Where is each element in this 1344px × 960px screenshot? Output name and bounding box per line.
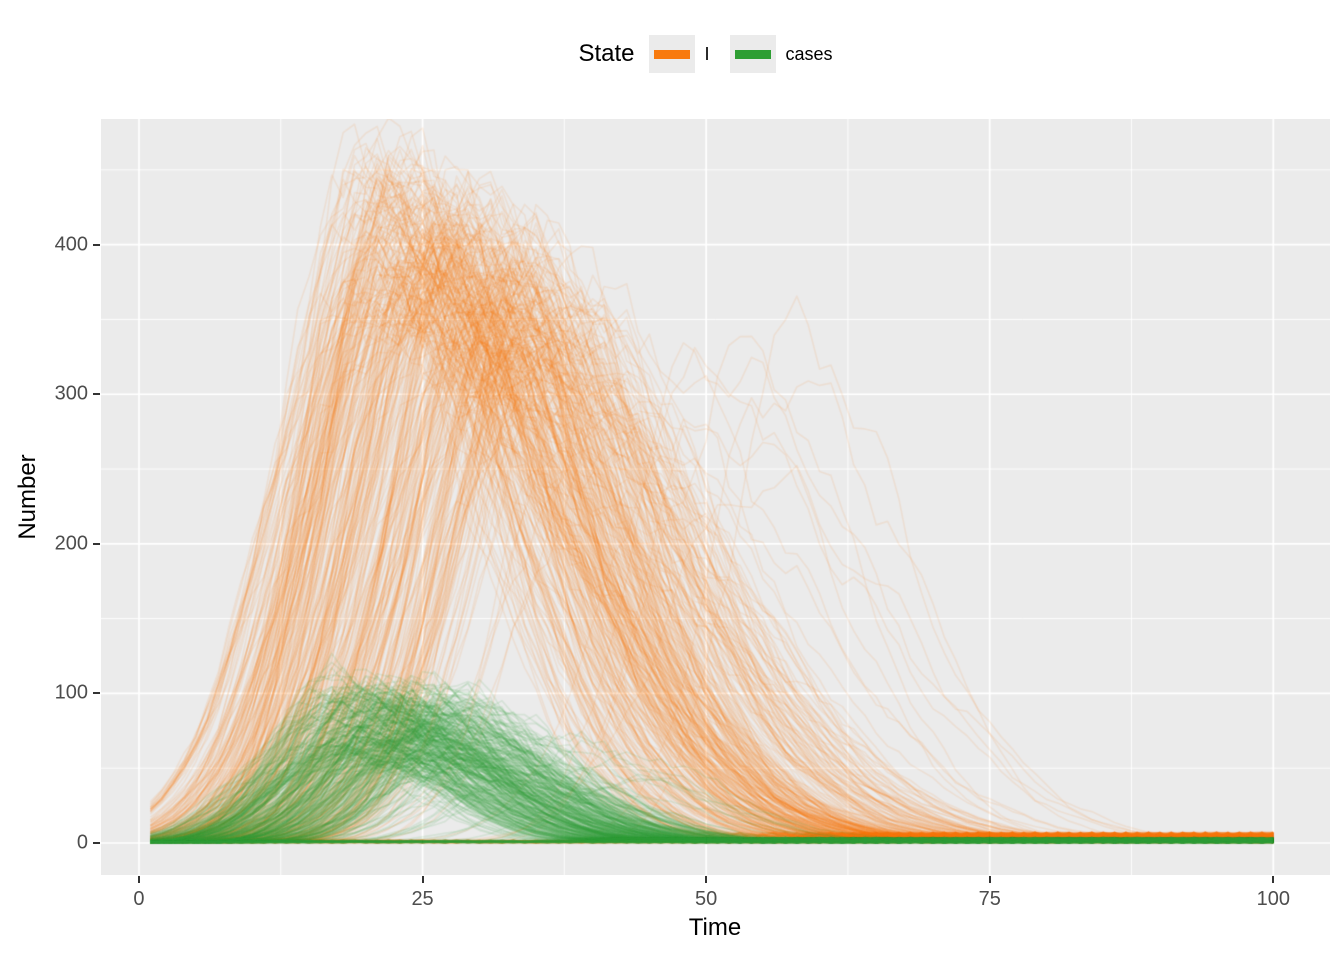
x-tick-mark (988, 876, 991, 883)
x-tick-label: 75 (978, 888, 1001, 910)
x-tick-label: 100 (1256, 888, 1290, 910)
y-tick-mark (93, 393, 100, 396)
y-axis-title: Number (14, 454, 41, 540)
legend-label-I: I (704, 43, 710, 64)
plot-panel (101, 119, 1330, 875)
y-tick-mark (93, 243, 100, 246)
line-swatch-icon-cases (734, 49, 771, 59)
legend-item-I: I (648, 35, 710, 73)
y-tick-label: 200 (54, 532, 88, 555)
legend-item-cases: cases (729, 35, 833, 73)
x-tick-mark (1272, 876, 1275, 883)
x-tick-mark (705, 876, 708, 883)
x-tick-label: 50 (695, 888, 718, 910)
line-swatch-icon-I (653, 49, 690, 59)
legend-key-I (648, 35, 695, 73)
x-tick-mark (137, 876, 140, 883)
y-tick-label: 400 (54, 233, 88, 256)
legend-key-cases (729, 35, 776, 73)
y-tick-label: 300 (54, 382, 88, 405)
x-axis-title: Time (688, 914, 742, 941)
y-tick-mark (93, 692, 100, 695)
x-tick-mark (421, 876, 424, 883)
legend-title: State (578, 40, 635, 67)
y-tick-mark (93, 841, 100, 844)
x-tick-label: 25 (411, 888, 434, 910)
plot-canvas (101, 119, 1330, 875)
y-tick-mark (93, 542, 100, 545)
x-tick-label: 0 (133, 888, 145, 910)
y-tick-label: 0 (76, 831, 88, 854)
legend-label-cases: cases (785, 43, 833, 64)
y-tick-label: 100 (54, 681, 88, 704)
legend: State I cases (101, 32, 1330, 76)
